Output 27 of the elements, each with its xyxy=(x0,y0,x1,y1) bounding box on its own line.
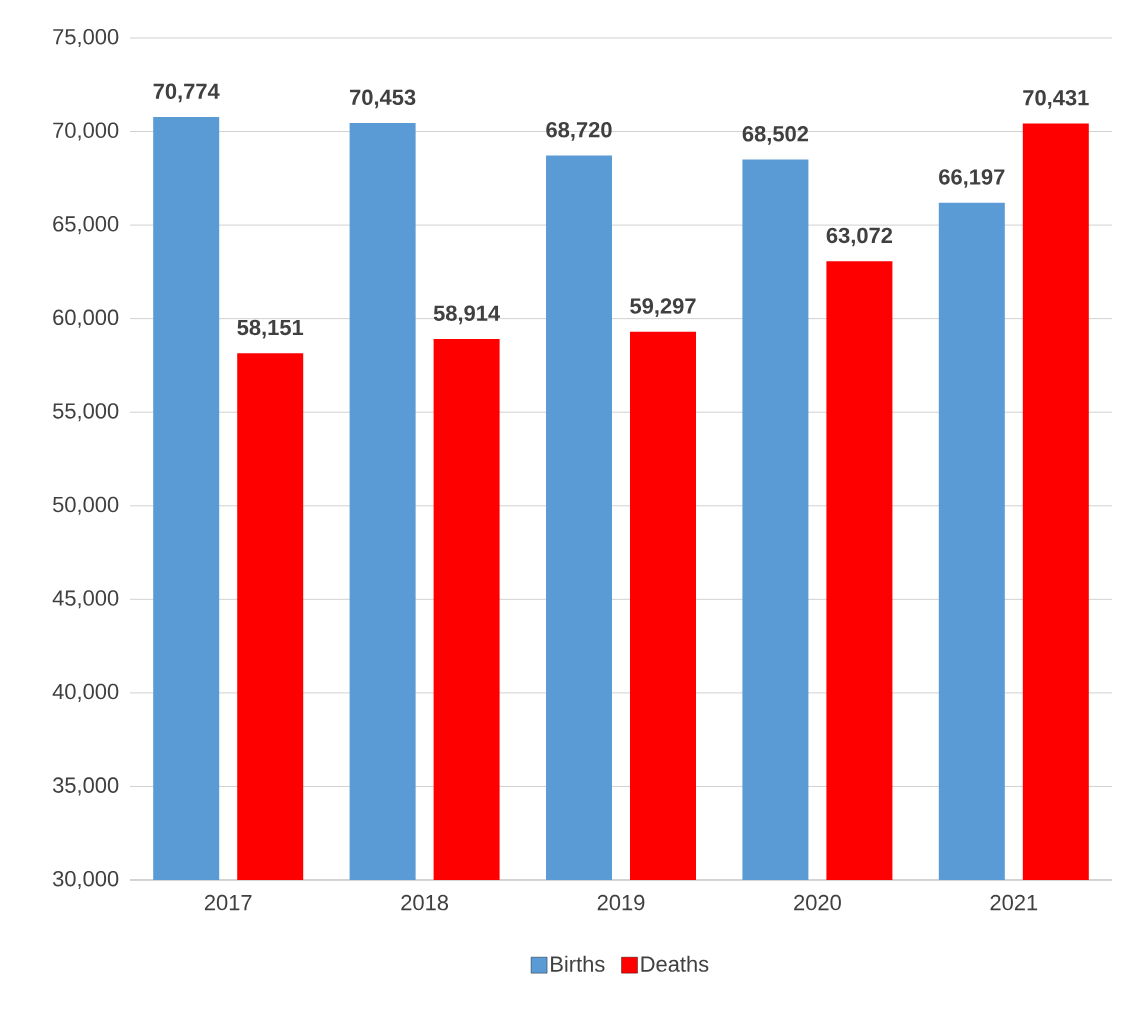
y-tick-label: 70,000 xyxy=(53,122,119,141)
data-label: 70,431 xyxy=(1023,89,1089,109)
legend-label: Deaths xyxy=(641,955,709,972)
y-tick-label: 60,000 xyxy=(53,309,119,328)
y-tick-label: 75,000 xyxy=(53,28,119,48)
x-tick-label: 2019 xyxy=(597,894,645,911)
data-label: 58,914 xyxy=(433,305,501,325)
y-tick-label: 50,000 xyxy=(53,496,119,515)
data-label: 59,297 xyxy=(630,298,696,317)
data-label: 63,072 xyxy=(826,227,893,247)
y-tick-label: 35,000 xyxy=(52,777,119,796)
y-tick-label: 55,000 xyxy=(53,403,119,422)
data-label: 70,453 xyxy=(350,89,416,109)
data-label: 66,197 xyxy=(939,169,1005,188)
legend-label: Births xyxy=(551,955,605,972)
data-label: 70,774 xyxy=(153,83,220,103)
x-tick-label: 2021 xyxy=(990,894,1038,911)
y-tick-label: 30,000 xyxy=(52,870,119,890)
x-tick-label: 2020 xyxy=(794,894,841,911)
x-tick-label: 2017 xyxy=(204,894,252,911)
data-label: 58,151 xyxy=(237,319,304,339)
y-tick-label: 40,000 xyxy=(52,683,119,702)
x-tick-label: 2018 xyxy=(401,894,449,911)
y-tick-label: 45,000 xyxy=(52,590,119,609)
y-tick-label: 65,000 xyxy=(53,216,119,235)
data-label: 68,720 xyxy=(546,121,612,141)
data-label: 68,502 xyxy=(742,126,809,145)
